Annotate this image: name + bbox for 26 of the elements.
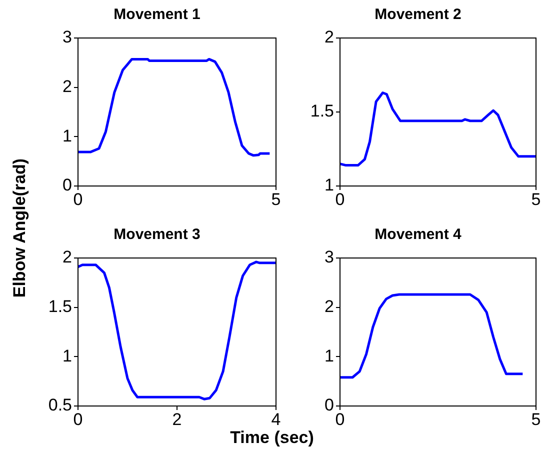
y-tick-label: 2 — [324, 28, 334, 47]
y-tick-label: 2 — [324, 297, 334, 316]
x-tick-label: 4 — [271, 410, 281, 429]
x-tick-label: 5 — [531, 190, 541, 209]
y-tick-label: 3 — [324, 248, 334, 267]
y-tick-label: 1 — [324, 176, 334, 195]
chart-title: Movement 2 — [374, 6, 462, 24]
y-tick-label: 3 — [62, 28, 72, 47]
y-tick-label: 1.5 — [48, 297, 72, 316]
x-tick-label: 2 — [172, 410, 182, 429]
y-axis-title: Elbow Angle(rad) — [10, 158, 30, 298]
y-tick-label: 1 — [324, 346, 334, 366]
chart-title: Movement 3 — [114, 226, 200, 244]
chart-title: Movement 1 — [114, 6, 200, 24]
y-tick-label: 0 — [324, 396, 334, 415]
x-tick-label: 5 — [271, 190, 281, 209]
y-tick-label: 2 — [62, 248, 72, 267]
chart-title: Movement 4 — [374, 226, 462, 244]
y-tick-label: 1.5 — [310, 102, 334, 121]
y-tick-label: 1 — [62, 126, 72, 146]
y-tick-label: 1 — [62, 346, 72, 366]
y-tick-label: 0.5 — [48, 396, 72, 415]
x-axis-title: Time (sec) — [229, 428, 315, 448]
x-tick-label: 5 — [531, 410, 541, 429]
y-tick-label: 0 — [62, 176, 72, 195]
y-tick-label: 2 — [62, 77, 72, 96]
